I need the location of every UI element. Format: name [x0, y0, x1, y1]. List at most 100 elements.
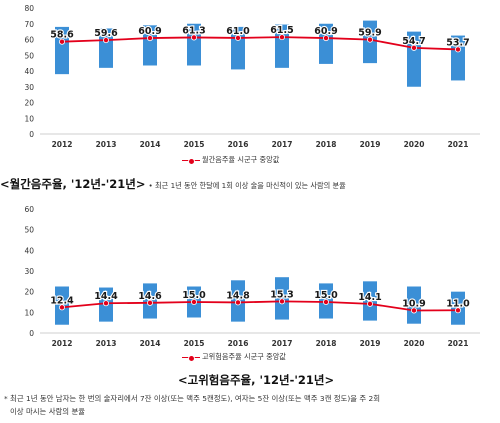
chart2-y-tick-label: 50	[24, 226, 34, 235]
chart2-x-tick-label: 2013	[96, 339, 117, 348]
chart2-x-tick-label: 2015	[184, 339, 205, 348]
chart1-x-tick-label: 2017	[272, 140, 293, 149]
chart2-legend-marker	[182, 354, 200, 362]
chart2-median-point	[366, 300, 373, 307]
chart1-data-label: 61.5	[270, 25, 293, 36]
chart2-data-label: 14.8	[226, 290, 250, 301]
chart1-data-label: 59.6	[94, 28, 118, 39]
chart2-data-label: 10.9	[402, 298, 425, 309]
footnote: * 최근 1년 동안 남자는 한 번의 술자리에서 7잔 이상(또는 맥주 5캔…	[4, 392, 496, 418]
chart2-y-tick-label: 10	[24, 308, 34, 317]
chart1-y-tick-label: 40	[24, 67, 34, 76]
chart1-caption-note: • 최근 1년 동안 한달에 1회 이상 술을 마신적이 있는 사람의 분율	[148, 181, 346, 190]
monthly-drinking-chart: 0 10 20 30 40 50 60 70 80 2012 2013 2014 2015 2016 201…	[24, 4, 480, 149]
chart2-x-tick-label: 2012	[52, 339, 73, 348]
chart1-data-label: 60.9	[314, 26, 337, 37]
chart2-median-point	[410, 307, 417, 314]
chart2-x-tick-label: 2017	[272, 339, 293, 348]
chart1-x-tick-label: 2015	[184, 140, 205, 149]
chart1-median-point	[146, 35, 153, 42]
chart2-median-point	[454, 307, 461, 314]
high-risk-drinking-chart: 0 10 20 30 40 50 60 2012 2013 2014 2015 2016 2017 201…	[24, 205, 480, 348]
chart1-legend-label: 월간음주율 시군구 중앙값	[202, 155, 280, 164]
chart1-range-bar	[187, 23, 201, 66]
chart1-median-point	[278, 34, 285, 41]
chart2-caption-title: <고위험음주율, '12년-'21년>	[178, 373, 335, 387]
chart1-x-tick-label: 2020	[404, 140, 425, 149]
chart2-legend-label: 고위험음주율 시군구 중앙값	[202, 352, 286, 361]
chart2-median-line	[61, 300, 459, 312]
chart1-y-tick-label: 20	[24, 99, 34, 108]
chart1-median-point	[190, 34, 197, 41]
chart1-median-point	[103, 37, 110, 44]
chart2-x-tick-label: 2014	[140, 339, 161, 348]
chart1-y-tick-label: 30	[24, 83, 34, 92]
chart1-data-label: 61.0	[226, 26, 250, 37]
chart1-median-point	[454, 46, 461, 53]
chart2-y-tick-label: 20	[24, 288, 34, 297]
chart2-x-tick-label: 2018	[316, 339, 337, 348]
chart2-data-label: 14.4	[94, 291, 118, 302]
chart1-x-tick-label: 2018	[316, 140, 337, 149]
chart1-caption: <월간음주율, '12년-'21년> • 최근 1년 동안 한달에 1회 이상 술…	[0, 176, 500, 192]
chart1-median-point	[59, 38, 66, 45]
chart1-range-bar	[99, 28, 113, 68]
chart1-y-tick-label: 60	[24, 36, 34, 45]
chart1-data-label: 60.9	[138, 26, 161, 37]
chart2-y-tick-label: 40	[24, 246, 34, 255]
chart1-median-point	[234, 34, 241, 41]
chart1-legend: 월간음주율 시군구 중앙값	[182, 155, 279, 165]
chart1-median-point	[322, 35, 329, 42]
chart1-x-tick-label: 2013	[96, 140, 117, 149]
chart1-range-bar	[407, 31, 421, 87]
chart2-x-tick-label: 2016	[228, 339, 249, 348]
chart2-median-point	[146, 299, 153, 306]
chart1-caption-title: <월간음주율, '12년-'21년>	[0, 177, 146, 191]
chart1-y-tick-label: 80	[24, 4, 34, 13]
chart1-y-tick-label: 70	[24, 20, 34, 29]
chart1-x-tick-label: 2019	[360, 140, 381, 149]
chart2-x-tick-label: 2021	[448, 339, 469, 348]
chart2-data-label: 14.1	[358, 292, 381, 303]
chart1-y-tick-label: 50	[24, 51, 34, 60]
chart2-y-tick-label: 0	[29, 329, 34, 338]
chart1-x-tick-label: 2012	[52, 140, 73, 149]
chart1-data-label: 53.7	[446, 37, 469, 48]
chart1-data-label: 58.6	[50, 30, 74, 41]
chart1-range-bar	[451, 35, 465, 81]
chart1-data-label: 61.3	[182, 25, 205, 36]
chart1-median-point	[410, 44, 417, 51]
chart1-median-point	[366, 36, 373, 43]
chart2-y-tick-label: 30	[24, 267, 34, 276]
chart2-x-tick-label: 2020	[404, 339, 425, 348]
footnote-line-2: 이상 마시는 사람의 분율	[10, 407, 86, 416]
chart2-median-point	[234, 299, 241, 306]
chart1-y-tick-label: 0	[29, 130, 34, 139]
footnote-line-1: * 최근 1년 동안 남자는 한 번의 술자리에서 7잔 이상(또는 맥주 5캔…	[4, 394, 381, 403]
chart2-data-label: 14.6	[138, 291, 162, 302]
chart2-range-bar	[407, 286, 421, 324]
chart2-data-label: 12.4	[50, 295, 74, 306]
chart1-data-label: 54.7	[402, 36, 425, 47]
chart1-legend-marker	[182, 157, 200, 165]
chart2-median-point	[322, 298, 329, 305]
chart1-range-bar	[143, 25, 157, 66]
chart2-data-label: 15.3	[270, 289, 293, 300]
chart1-range-bar	[319, 23, 333, 64]
chart2-median-point	[59, 304, 66, 311]
chart1-x-tick-label: 2014	[140, 140, 161, 149]
chart2-x-tick-label: 2019	[360, 339, 381, 348]
chart2-median-point	[278, 298, 285, 305]
chart1-x-tick-label: 2021	[448, 140, 469, 149]
chart1-median-line	[61, 36, 459, 51]
chart2-y-tick-label: 60	[24, 205, 34, 214]
chart2-data-label: 11.0	[446, 298, 470, 309]
chart2-median-point	[190, 298, 197, 305]
chart1-range-bar	[55, 26, 69, 75]
chart1-y-tick-label: 10	[24, 114, 34, 123]
chart2-caption: <고위험음주율, '12년-'21년>	[178, 372, 334, 388]
chart2-legend: 고위험음주율 시군구 중앙값	[182, 352, 286, 362]
chart2-data-label: 15.0	[182, 290, 206, 301]
chart1-x-tick-label: 2016	[228, 140, 249, 149]
chart2-median-point	[103, 300, 110, 307]
